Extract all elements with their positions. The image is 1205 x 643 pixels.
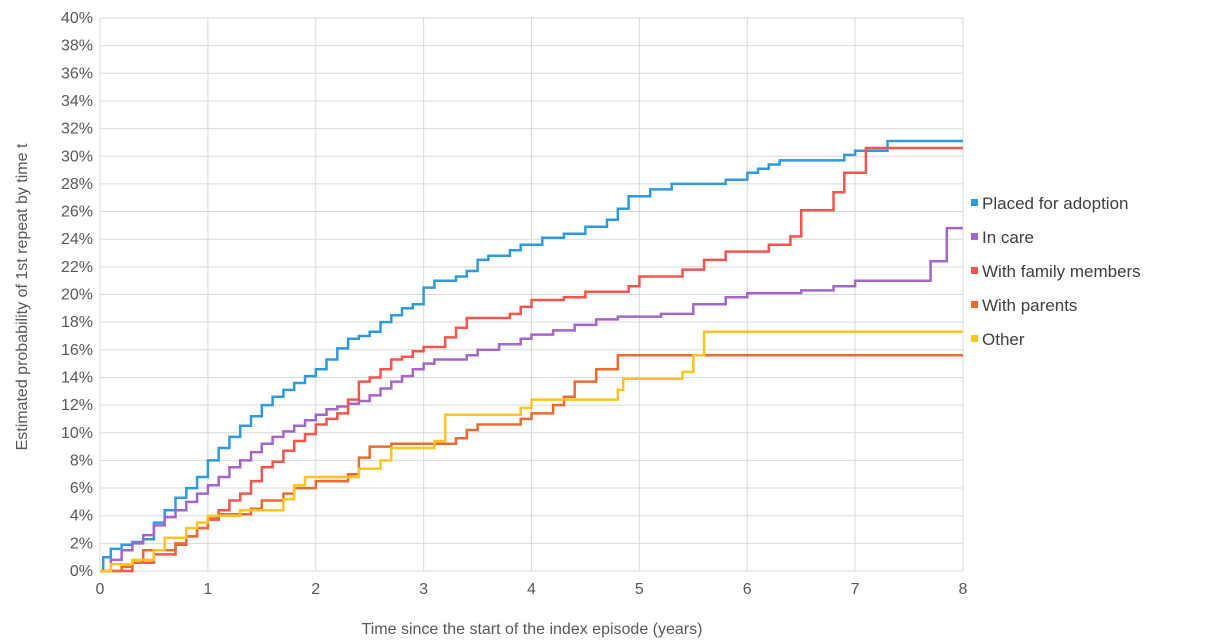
y-tick-label: 16% [61, 342, 93, 359]
y-tick-label: 6% [70, 480, 93, 497]
y-tick-label: 18% [61, 314, 93, 331]
y-tick-label: 34% [61, 93, 93, 110]
y-tick-label: 12% [61, 397, 93, 414]
y-tick-label: 24% [61, 231, 93, 248]
x-axis-title: Time since the start of the index episod… [362, 621, 703, 638]
series-line-in-care [100, 226, 963, 573]
y-tick-label: 26% [61, 204, 93, 221]
series-line-placed-for-adoption [100, 139, 963, 573]
x-tick-label: 1 [203, 581, 212, 598]
legend-swatch [971, 267, 978, 274]
x-tick-label: 2 [311, 581, 320, 598]
y-tick-label: 36% [61, 65, 93, 82]
x-tick-label: 6 [743, 581, 752, 598]
y-tick-label: 38% [61, 38, 93, 55]
y-tick-label: 4% [70, 508, 93, 525]
series-line-other [100, 330, 963, 573]
legend-swatch [971, 335, 978, 342]
x-tick-label: 0 [96, 581, 105, 598]
legend-swatch [971, 199, 978, 206]
y-tick-label: 14% [61, 369, 93, 386]
series-lines [100, 139, 963, 573]
y-tick-label: 22% [61, 259, 93, 276]
x-tick-label: 5 [635, 581, 644, 598]
y-tick-label: 20% [61, 287, 93, 304]
y-tick-label: 0% [70, 563, 93, 580]
grid-lines [99, 17, 964, 572]
legend-swatch [971, 233, 978, 240]
x-tick-labels: 0 1 2 3 4 5 6 7 8 [96, 581, 968, 598]
y-tick-label: 32% [61, 121, 93, 138]
legend-label: In care [982, 228, 1034, 247]
legend-label: With parents [982, 296, 1077, 315]
x-tick-label: 3 [419, 581, 428, 598]
y-tick-label: 8% [70, 452, 93, 469]
y-tick-label: 40% [61, 10, 93, 27]
x-tick-label: 4 [527, 581, 536, 598]
legend-label: With family members [982, 262, 1141, 281]
x-tick-label: 8 [959, 581, 968, 598]
y-tick-labels: 0% 2% 4% 6% 8% 10% 12% 14% 16% 18% 20% 22% 24% 26% 28%… [61, 10, 93, 580]
legend-label: Other [982, 330, 1025, 349]
y-tick-label: 2% [70, 535, 93, 552]
y-axis-title: Estimated probability of 1st repeat by t… [14, 143, 31, 450]
legend-swatch [971, 301, 978, 308]
y-tick-label: 30% [61, 148, 93, 165]
y-tick-label: 28% [61, 176, 93, 193]
x-tick-label: 7 [851, 581, 860, 598]
y-tick-label: 10% [61, 425, 93, 442]
series-line-with-family-members [100, 146, 963, 573]
legend-label: Placed for adoption [982, 194, 1129, 213]
legend: Placed for adoption In care With family me… [971, 194, 1141, 349]
